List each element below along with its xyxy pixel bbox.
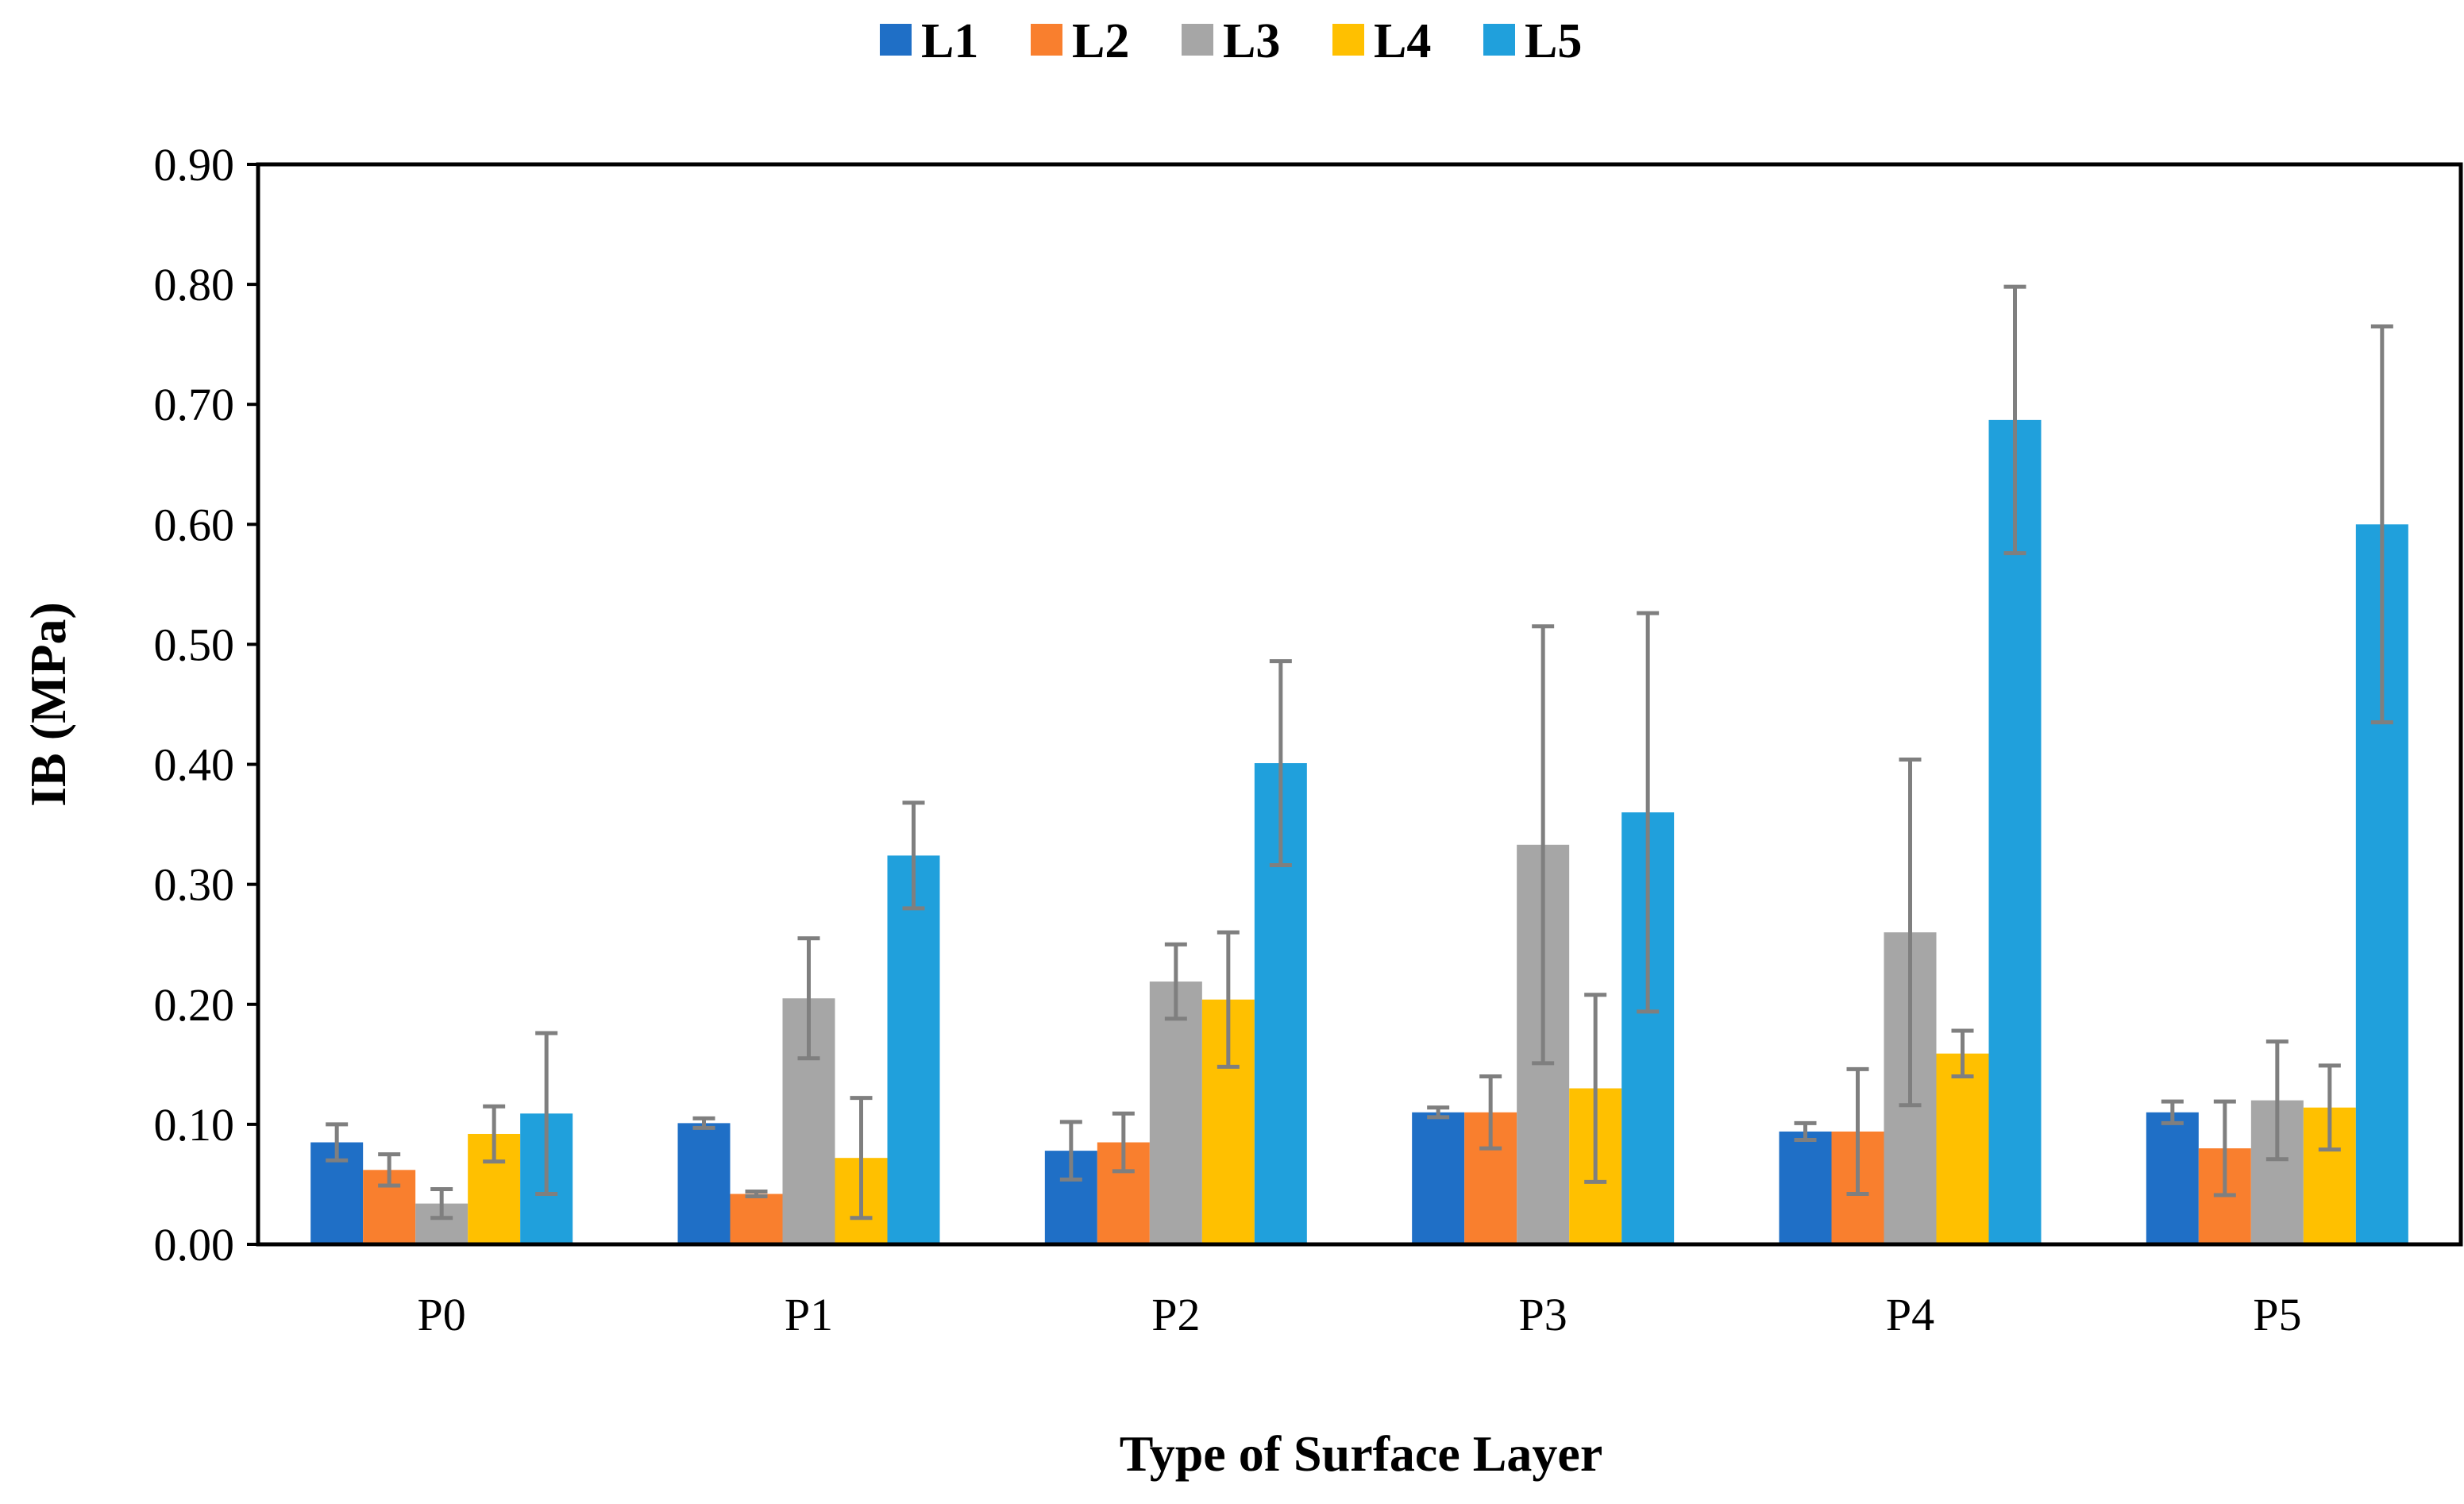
legend-label: L4 <box>1374 14 1431 68</box>
error-bar-l4-p4 <box>1951 1028 1974 1078</box>
error-bar-l4-p2 <box>1217 930 1240 1069</box>
error-bar-l4-p3 <box>1584 993 1607 1184</box>
x-tick-label: P1 <box>785 1289 833 1340</box>
error-bar-l5-p4 <box>2003 284 2026 556</box>
legend-item-l1[interactable]: L1 <box>880 14 978 68</box>
legend: L1 L2 L3 L4 L5 <box>880 14 1582 68</box>
y-tick-label: 0.90 <box>154 139 235 191</box>
error-bar-l3-p4 <box>1899 758 1922 1108</box>
bar-l3-p2[interactable] <box>1149 981 1202 1244</box>
legend-item-l3[interactable]: L3 <box>1182 14 1280 68</box>
error-bar-l1-p5 <box>2161 1099 2184 1125</box>
y-tick-label: 0.10 <box>154 1099 235 1151</box>
legend-item-l5[interactable]: L5 <box>1483 14 1582 68</box>
error-bar-l2-p4 <box>1846 1066 1869 1197</box>
y-tick-label: 0.50 <box>154 619 235 670</box>
legend-item-l4[interactable]: L4 <box>1332 14 1431 68</box>
error-bar-l5-p0 <box>535 1031 558 1197</box>
legend-item-l2[interactable]: L2 <box>1031 14 1129 68</box>
legend-label: L2 <box>1072 14 1129 68</box>
error-bar-l1-p4 <box>1794 1120 1817 1143</box>
error-bar-l3-p2 <box>1164 942 1187 1021</box>
y-tick-label: 0.70 <box>154 379 235 430</box>
x-tick-label: P5 <box>2253 1289 2301 1340</box>
error-bar-l2-p0 <box>378 1152 401 1188</box>
legend-swatch <box>1031 24 1062 56</box>
y-tick-label: 0.60 <box>154 499 235 550</box>
y-tick-label: 0.40 <box>154 739 235 791</box>
legend-label: L1 <box>921 14 978 68</box>
error-bar-l4-p5 <box>2318 1063 2341 1152</box>
x-tick-label: P3 <box>1519 1289 1567 1340</box>
error-bar-l4-p1 <box>850 1096 873 1221</box>
bar-l1-p3[interactable] <box>1412 1112 1465 1244</box>
axes: 0.00 0.10 0.20 0.30 0.40 0.50 0.60 0.70 0.80 0.90… <box>154 139 2302 1340</box>
bar-l4-p4[interactable] <box>1936 1053 1989 1244</box>
x-tick-label: P2 <box>1151 1289 1200 1340</box>
error-bar-l3-p5 <box>2265 1039 2289 1162</box>
legend-label: L3 <box>1223 14 1280 68</box>
bar-l5-p1[interactable] <box>887 855 940 1244</box>
error-bar-l3-p1 <box>797 936 820 1061</box>
error-bar-l1-p0 <box>326 1122 349 1163</box>
error-bar-l5-p3 <box>1637 611 1660 1014</box>
x-axis-title: Type of Surface Layer <box>1120 1425 1602 1482</box>
error-bar-l2-p1 <box>745 1190 768 1199</box>
bar-l1-p5[interactable] <box>2146 1112 2199 1244</box>
plot-area-frame <box>256 162 2463 1247</box>
legend-swatch <box>880 24 912 56</box>
error-bar-l2-p3 <box>1479 1074 1502 1151</box>
bar-l1-p1[interactable] <box>677 1123 731 1244</box>
y-tick-label: 0.20 <box>154 979 235 1031</box>
bar-l1-p4[interactable] <box>1779 1131 1832 1244</box>
legend-swatch <box>1483 24 1515 56</box>
error-bar-l1-p3 <box>1427 1105 1450 1120</box>
error-bars <box>326 284 2393 1221</box>
bar-l2-p1[interactable] <box>730 1194 783 1244</box>
error-bar-l3-p0 <box>430 1186 453 1221</box>
error-bar-l4-p0 <box>483 1104 506 1164</box>
error-bar-l2-p5 <box>2213 1099 2236 1197</box>
error-bar-l5-p5 <box>2370 324 2393 725</box>
error-bar-l1-p2 <box>1059 1120 1082 1182</box>
error-bar-l5-p1 <box>902 800 925 911</box>
x-tick-label: P0 <box>418 1289 466 1340</box>
bars <box>310 419 2408 1244</box>
y-tick-label: 0.30 <box>154 859 235 911</box>
y-tick-label: 0.80 <box>154 259 235 310</box>
legend-swatch <box>1332 24 1364 56</box>
error-bar-l3-p3 <box>1532 624 1555 1066</box>
legend-label: L5 <box>1525 14 1582 68</box>
error-bar-l2-p2 <box>1112 1111 1135 1174</box>
error-bar-l5-p2 <box>1269 659 1292 867</box>
y-axis-title: IB (MPa) <box>20 602 76 807</box>
bar-l5-p4[interactable] <box>1988 419 2042 1244</box>
x-tick-label: P4 <box>1886 1289 1934 1340</box>
legend-swatch <box>1182 24 1213 56</box>
error-bar-l1-p1 <box>692 1116 715 1130</box>
y-tick-label: 0.00 <box>154 1219 235 1271</box>
